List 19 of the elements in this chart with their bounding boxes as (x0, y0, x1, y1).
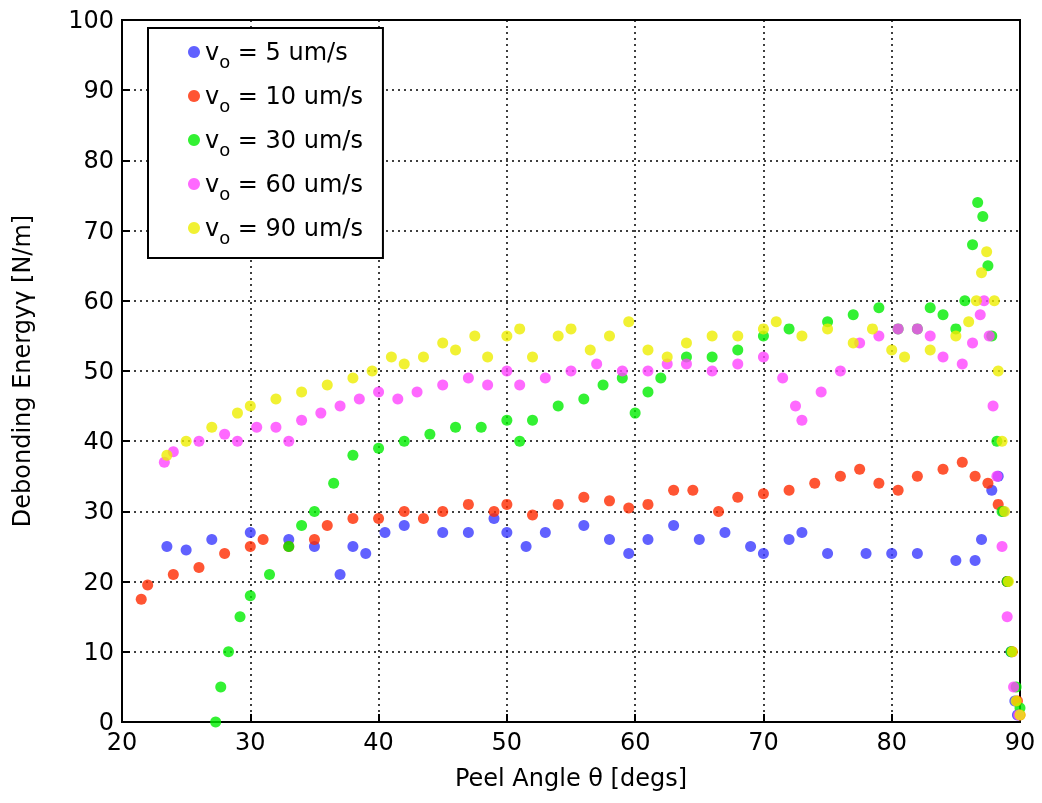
x-tick-label: 30 (235, 728, 266, 756)
x-tick-label: 40 (363, 728, 394, 756)
y-tick-label: 100 (68, 6, 114, 34)
x-tick-label: 80 (876, 728, 907, 756)
x-tick-label: 90 (1004, 728, 1036, 756)
y-tick-label: 70 (83, 216, 114, 245)
y-tick-label: 80 (83, 146, 114, 175)
y-tick-label: 30 (83, 497, 114, 526)
y-tick-label: 50 (83, 357, 114, 385)
y-tick-label: 90 (83, 76, 114, 105)
x-tick-label: 60 (619, 728, 651, 756)
x-tick-label: 70 (748, 728, 779, 756)
x-tick-label: 50 (491, 728, 523, 756)
y-tick-label: 10 (83, 637, 114, 666)
y-axis-title: Debonding Energyγ [N/m] (8, 214, 36, 528)
y-tick-label: 40 (83, 427, 114, 456)
y-tick-label: 20 (83, 567, 114, 596)
x-axis-title: Peel Angle θ [degs] (454, 764, 688, 792)
y-tick-label: 60 (83, 286, 114, 315)
